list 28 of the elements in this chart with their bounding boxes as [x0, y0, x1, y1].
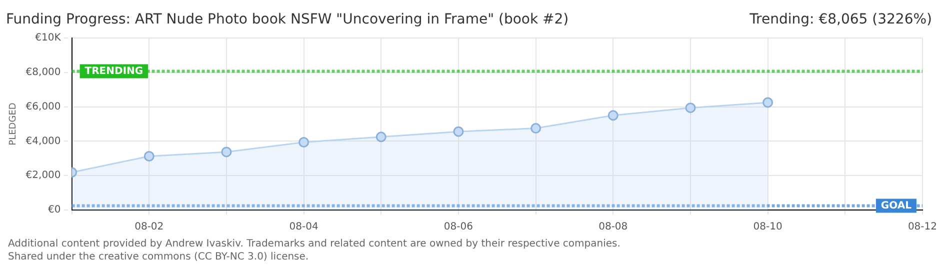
text: Additional content provided by Andrew Ivaskiv. Trademarks and related content are owned by their respective companies. [8, 238, 620, 250]
ref-line-label: TRENDING [84, 66, 144, 77]
y-tick-label: €0 [48, 204, 61, 216]
point [608, 110, 618, 121]
point [376, 132, 386, 142]
point [453, 126, 464, 137]
y-tick-label: €8,000 [26, 66, 61, 78]
y-axis-title: PLEDGED [8, 102, 19, 146]
point [298, 136, 310, 148]
ref-line-label: GOAL [880, 200, 912, 212]
text: Shared under the creative commons (CC BY-NC 3.0) license. [8, 252, 309, 263]
y-tick-label: €4,000 [26, 136, 61, 147]
point [762, 97, 774, 108]
y-tick-label: €2,000 [26, 170, 61, 182]
y-tick-label: €6,000 [26, 101, 61, 112]
point [530, 123, 542, 134]
x-tick-label: 08-08 [598, 222, 628, 233]
x-tick-label: 08-12 [908, 222, 937, 233]
x-tick-label: 08-04 [289, 222, 318, 233]
point [685, 102, 696, 114]
point [144, 151, 154, 162]
y-tick-label: €10K [35, 32, 62, 44]
x-tick-label: 08-06 [444, 222, 473, 233]
x-tick-label: 08-02 [134, 222, 164, 233]
chart-title: Funding Progress: ART Nude Photo book NSFW "Uncovering in Frame" (book #2) [6, 12, 569, 28]
x-tick-label: 08-10 [753, 222, 782, 233]
chart-subtitle: Trending: €8,065 (3226%) [748, 12, 932, 28]
point [221, 146, 232, 158]
